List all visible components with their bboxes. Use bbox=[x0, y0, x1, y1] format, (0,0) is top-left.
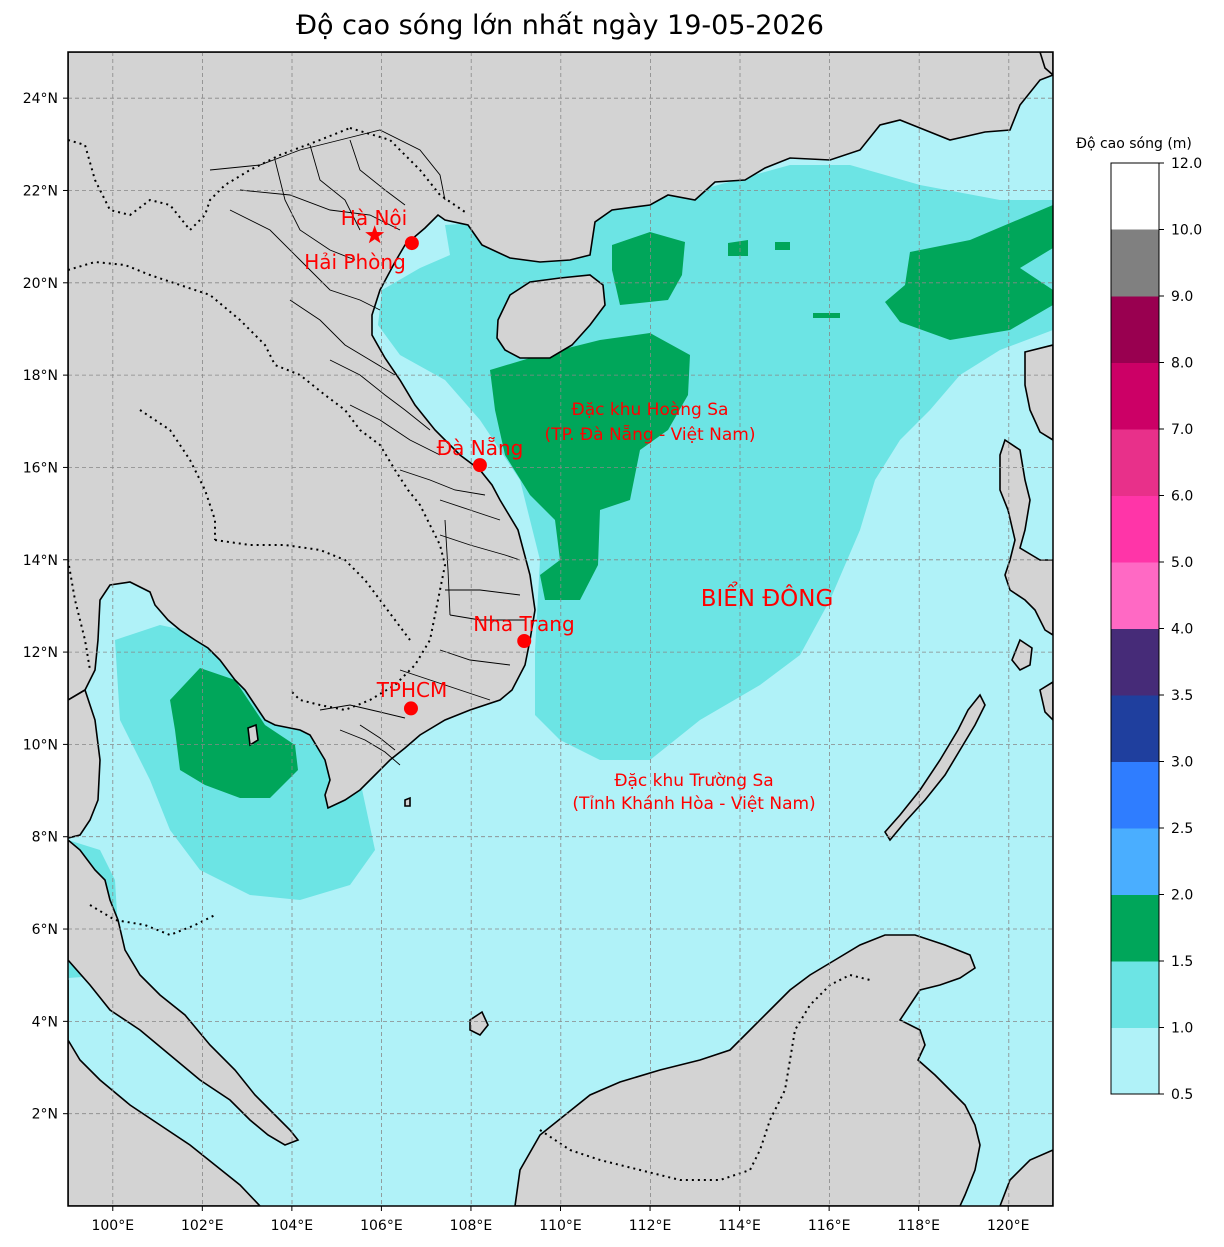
y-tick-label: 12°N bbox=[23, 645, 58, 661]
colorbar-segment bbox=[1111, 695, 1159, 762]
colorbar-segment bbox=[1111, 961, 1159, 1028]
city-label-tphcm: TPHCM bbox=[376, 678, 448, 702]
land-natuna bbox=[469, 1010, 489, 1037]
colorbar-tick-label: 8.0 bbox=[1171, 356, 1193, 372]
y-tick-label: 4°N bbox=[32, 1014, 58, 1030]
map-area: Hà Nội Hải Phòng Đà Nẵng Nha Trang TPHCM… bbox=[68, 52, 1053, 1206]
nhatrang-marker bbox=[517, 634, 532, 649]
land-taiwan-edge bbox=[1039, 52, 1053, 77]
y-tick-label: 14°N bbox=[23, 553, 58, 569]
land-malay-peninsula-west bbox=[68, 980, 262, 1206]
sea-name-label: BIỂN ĐÔNG bbox=[701, 582, 834, 612]
colorbar-tick-label: 1.5 bbox=[1171, 954, 1193, 970]
x-tick-label: 100°E bbox=[91, 1218, 134, 1234]
colorbar-segment bbox=[1111, 894, 1159, 962]
colorbar-tick-label: 1.0 bbox=[1171, 1021, 1193, 1037]
colorbar-label: Độ cao sóng (m) bbox=[1076, 136, 1192, 152]
land-panay bbox=[1039, 681, 1053, 722]
colorbar-segment bbox=[1111, 1027, 1159, 1095]
colorbar-tick-label: 10.0 bbox=[1171, 223, 1202, 239]
colorbar-segment bbox=[1111, 229, 1159, 297]
colorbar-tick-label: 5.0 bbox=[1171, 555, 1193, 571]
hanoi-star-marker bbox=[365, 225, 385, 244]
land-conson bbox=[404, 796, 411, 807]
truong-sa-label-line2: (Tỉnh Khánh Hòa - Việt Nam) bbox=[572, 794, 815, 814]
city-label-haiphong: Hải Phòng bbox=[304, 250, 406, 274]
colorbar-segment bbox=[1111, 562, 1159, 629]
colorbar-ticks: 0.5 1.0 1.5 2.0 2.5 3.0 3.5 4.0 5.0 6.0 7.0 8.0 9.0 1… bbox=[1159, 156, 1202, 1103]
land-borneo bbox=[514, 934, 981, 1206]
y-tick-label: 16°N bbox=[23, 460, 58, 476]
x-tick-label: 120°E bbox=[987, 1218, 1030, 1234]
colorbar bbox=[1111, 229, 1159, 1095]
city-label-danang: Đà Nẵng bbox=[437, 436, 524, 460]
city-label-nhatrang: Nha Trang bbox=[473, 612, 574, 636]
y-tick-label: 22°N bbox=[23, 183, 58, 199]
x-tick-label: 102°E bbox=[181, 1218, 224, 1234]
land-luzon bbox=[999, 438, 1053, 636]
colorbar-tick-label: 3.5 bbox=[1171, 688, 1193, 704]
x-tick-label: 106°E bbox=[360, 1218, 403, 1234]
x-tick-label: 116°E bbox=[808, 1218, 851, 1234]
colorbar-segment bbox=[1111, 761, 1159, 829]
land-palawan bbox=[884, 693, 986, 842]
colorbar-tick-label: 7.0 bbox=[1171, 422, 1193, 438]
y-tick-label: 2°N bbox=[32, 1107, 58, 1123]
province-boundaries bbox=[209, 129, 525, 766]
hoang-sa-label-line2: (TP. Đà Nẵng - Việt Nam) bbox=[545, 424, 756, 445]
colorbar-tick-label: 9.0 bbox=[1171, 289, 1193, 305]
y-tick-label: 10°N bbox=[23, 737, 58, 753]
y-axis-ticks: 2°N 4°N 6°N 8°N 10°N 12°N 14°N 16°N 18°N 20°N 22°N… bbox=[23, 91, 68, 1123]
tphcm-marker bbox=[403, 701, 418, 716]
x-tick-label: 118°E bbox=[897, 1218, 940, 1234]
x-tick-label: 110°E bbox=[539, 1218, 582, 1234]
colorbar-segment bbox=[1111, 296, 1159, 363]
land-sulawesi bbox=[999, 1149, 1053, 1206]
land-hainan bbox=[496, 274, 606, 359]
y-tick-label: 20°N bbox=[23, 276, 58, 292]
colorbar-tick-label: 3.0 bbox=[1171, 755, 1193, 771]
land-phuquoc bbox=[247, 723, 259, 747]
danang-marker bbox=[472, 458, 487, 473]
city-label-hanoi: Hà Nội bbox=[341, 206, 407, 230]
land-masses bbox=[68, 52, 1053, 1206]
truong-sa-label-line1: Đặc khu Trường Sa bbox=[614, 771, 773, 791]
grid-lines bbox=[68, 52, 1053, 1206]
colorbar-tick-label: 12.0 bbox=[1171, 156, 1202, 172]
colorbar-segment bbox=[1111, 828, 1159, 895]
colorbar-tick-label: 2.0 bbox=[1171, 888, 1193, 904]
y-tick-label: 6°N bbox=[32, 922, 58, 938]
x-axis-ticks: 100°E 102°E 104°E 106°E 108°E 110°E 112°E 114°E… bbox=[91, 1206, 1030, 1234]
hoang-sa-label-line1: Đặc khu Hoàng Sa bbox=[572, 400, 729, 420]
colorbar-segment bbox=[1111, 495, 1159, 563]
colorbar-tick-label: 4.0 bbox=[1171, 622, 1193, 638]
y-tick-label: 8°N bbox=[32, 830, 58, 846]
wave-zone-1.5-2m bbox=[170, 205, 1053, 798]
y-tick-label: 24°N bbox=[23, 91, 58, 107]
city-markers bbox=[365, 225, 532, 716]
colorbar-tick-label: 2.5 bbox=[1171, 821, 1193, 837]
haiphong-marker bbox=[404, 236, 419, 251]
x-tick-label: 104°E bbox=[271, 1218, 314, 1234]
land-asia-mainland bbox=[68, 52, 1053, 810]
colorbar-tick-label: 0.5 bbox=[1171, 1087, 1193, 1103]
page-title: Độ cao sóng lớn nhất ngày 19-05-2026 bbox=[296, 10, 824, 41]
x-tick-label: 108°E bbox=[450, 1218, 493, 1234]
x-tick-label: 112°E bbox=[629, 1218, 672, 1234]
colorbar-segment bbox=[1111, 628, 1159, 696]
colorbar-tick-label: 6.0 bbox=[1171, 489, 1193, 505]
y-tick-label: 18°N bbox=[23, 368, 58, 384]
land-mindoro bbox=[1011, 638, 1033, 672]
land-luzon-north bbox=[1024, 344, 1053, 441]
x-tick-label: 114°E bbox=[718, 1218, 761, 1234]
colorbar-segment bbox=[1111, 429, 1159, 496]
colorbar-segment bbox=[1111, 362, 1159, 430]
